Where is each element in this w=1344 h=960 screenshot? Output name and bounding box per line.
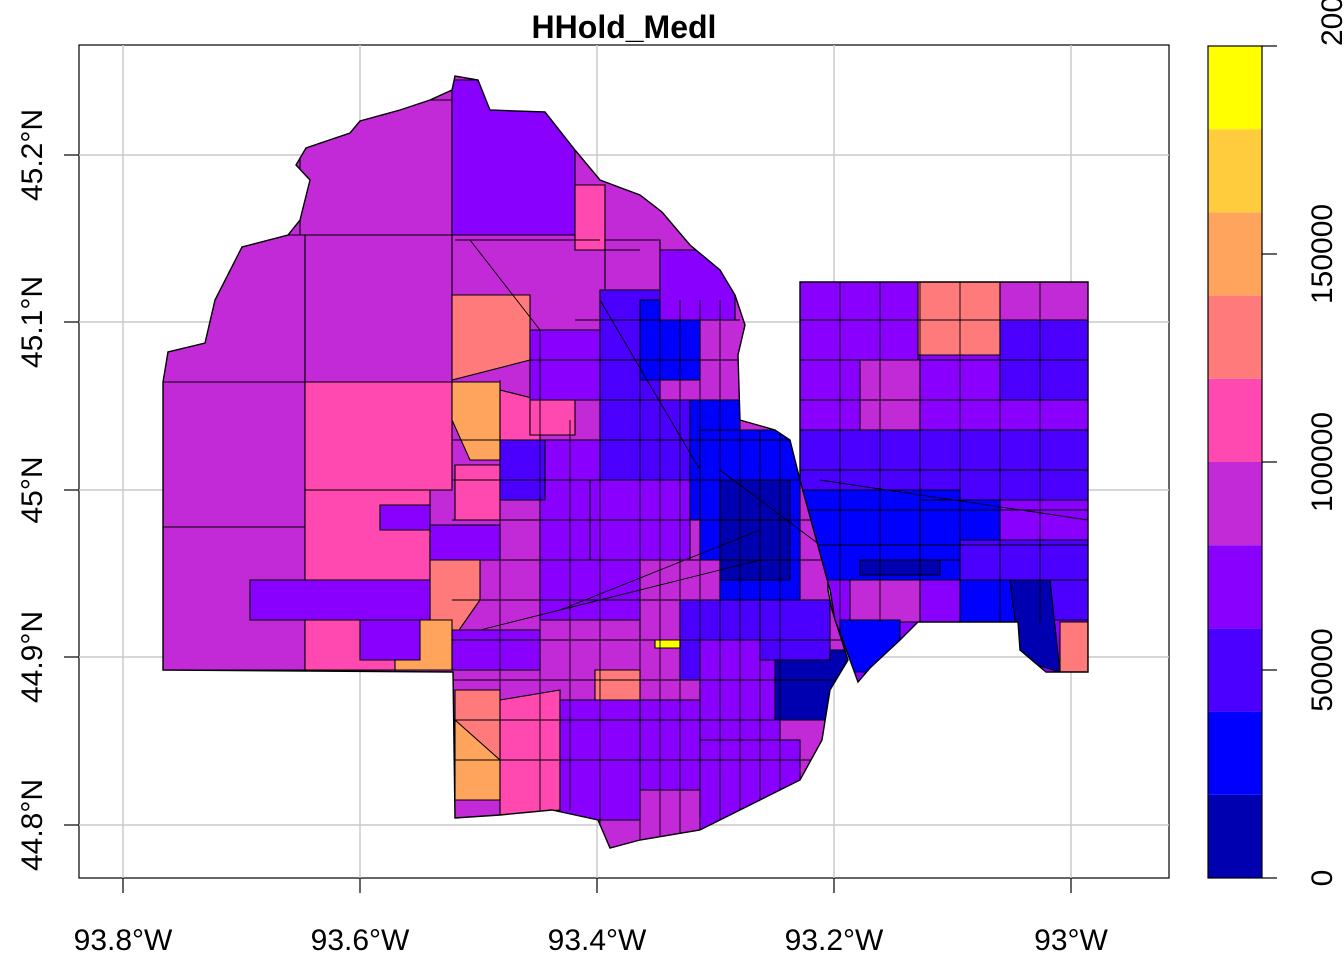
tract [1059, 621, 1088, 673]
legend-tick-label: 0 [1306, 870, 1339, 887]
legend-color-bin [1208, 628, 1262, 712]
legend-tick-label: 100000 [1306, 412, 1339, 512]
ramsey-county-outline [799, 281, 1089, 684]
tract [917, 282, 1001, 356]
legend-color-bin [1208, 378, 1262, 462]
legend-tick-label: 150000 [1306, 204, 1339, 304]
y-tick-label: 44.9°N [16, 611, 49, 703]
tract [304, 234, 453, 383]
x-axis: 93.8°W 93.6°W 93.4°W 93.2°W 93°W [74, 878, 1109, 957]
legend-color-bin [1208, 295, 1262, 379]
tract [379, 504, 431, 531]
y-tick-label: 44.8°N [16, 779, 49, 871]
tract [451, 381, 501, 461]
tract [529, 329, 601, 401]
tract [639, 699, 701, 791]
tract [429, 524, 501, 561]
x-tick-label: 93.8°W [74, 924, 173, 957]
legend-tick-label: 200000 [1316, 0, 1344, 46]
y-tick-label: 45.1°N [16, 276, 49, 368]
tract [499, 439, 546, 501]
legend-color-bin [1208, 212, 1262, 296]
tract [859, 559, 941, 576]
legend-color-bin [1208, 462, 1262, 546]
hennepin-county-outline [162, 75, 849, 849]
y-axis: 44.8°N 44.9°N 45°N 45.1°N 45.2°N [16, 109, 79, 871]
tract [849, 579, 921, 623]
y-tick-label: 45.2°N [16, 109, 49, 201]
x-tick-label: 93°W [1034, 924, 1108, 957]
tract [304, 381, 453, 491]
tract [800, 429, 1088, 501]
tract [604, 239, 661, 291]
tract [249, 579, 431, 621]
legend-color-bin [1208, 711, 1262, 795]
legend-axis: 0 50000 100000 150000 200000 [1262, 0, 1344, 886]
tract [719, 479, 791, 581]
tract [499, 689, 561, 816]
tract [529, 399, 576, 436]
x-tick-label: 93.6°W [311, 924, 410, 957]
tract [359, 619, 421, 661]
tract [800, 282, 919, 361]
legend-color-bin [1208, 46, 1262, 130]
y-tick-label: 45°N [16, 456, 49, 523]
ramsey-county-tracts [800, 282, 1088, 682]
tract [759, 599, 831, 661]
x-tick-label: 93.2°W [785, 924, 884, 957]
color-legend [1207, 45, 1263, 879]
legend-color-bin [1208, 545, 1262, 629]
legend-color-bin [1208, 794, 1262, 878]
x-tick-label: 93.4°W [548, 924, 647, 957]
map-title: HHold_Medl [532, 9, 717, 45]
legend-tick-label: 50000 [1306, 628, 1339, 711]
tract [454, 464, 501, 521]
legend-color-bin [1208, 129, 1262, 213]
tract [163, 381, 306, 528]
tract [451, 629, 541, 671]
tract [859, 359, 921, 431]
